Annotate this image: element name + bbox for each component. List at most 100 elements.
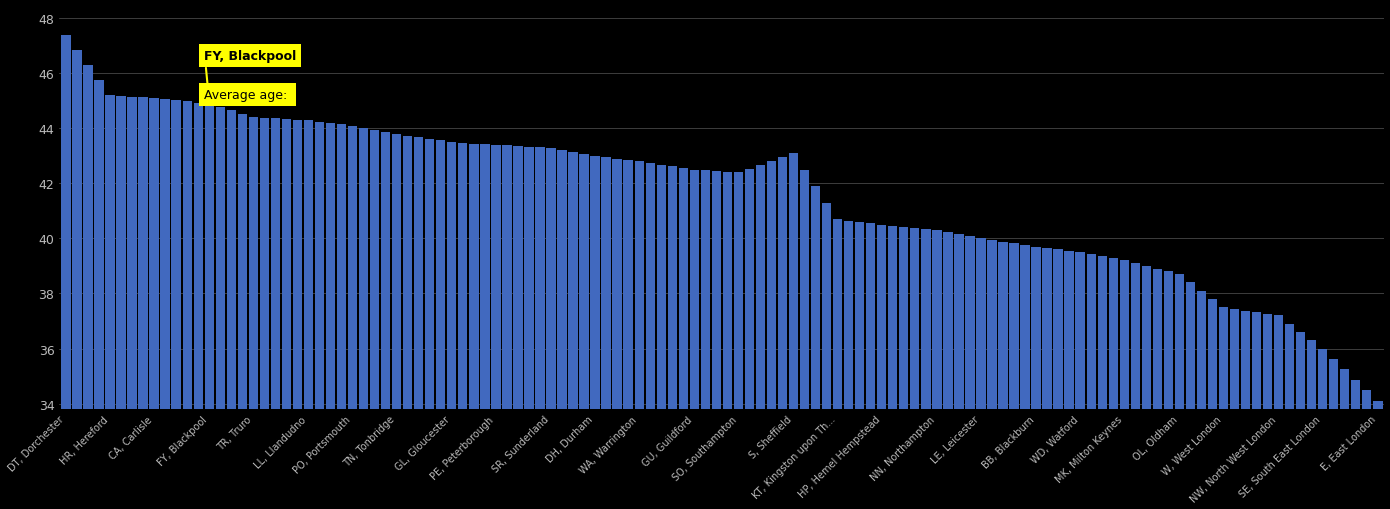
Bar: [569, 153, 578, 509]
Bar: [613, 159, 621, 509]
Bar: [855, 222, 865, 509]
Bar: [336, 125, 346, 509]
Bar: [1329, 359, 1339, 509]
Bar: [271, 119, 279, 509]
Text: FY, Blackpool: FY, Blackpool: [204, 50, 296, 63]
Bar: [381, 132, 391, 509]
Bar: [756, 165, 765, 509]
Bar: [734, 173, 744, 509]
Bar: [778, 158, 787, 509]
Bar: [370, 130, 379, 509]
Bar: [304, 121, 313, 509]
Bar: [436, 141, 445, 509]
Bar: [1119, 261, 1129, 509]
Bar: [833, 220, 842, 509]
Bar: [535, 148, 545, 509]
Bar: [1295, 332, 1305, 509]
Bar: [260, 119, 270, 509]
Text: Average age:: Average age:: [204, 89, 291, 102]
Bar: [182, 102, 192, 509]
Bar: [502, 146, 512, 509]
Bar: [359, 128, 368, 509]
Bar: [491, 146, 500, 509]
Bar: [1152, 269, 1162, 509]
Bar: [524, 147, 534, 509]
Bar: [249, 118, 259, 509]
Bar: [1076, 252, 1084, 509]
Bar: [1219, 307, 1229, 509]
Bar: [767, 161, 776, 509]
Bar: [1284, 324, 1294, 509]
Bar: [150, 99, 158, 509]
Bar: [1163, 272, 1173, 509]
Bar: [1241, 311, 1250, 509]
Bar: [1340, 370, 1350, 509]
Bar: [193, 103, 203, 509]
Bar: [83, 66, 93, 509]
Bar: [656, 165, 666, 509]
Bar: [987, 241, 997, 509]
Bar: [1020, 245, 1030, 509]
Bar: [1175, 275, 1184, 509]
Bar: [1362, 390, 1372, 509]
Bar: [1042, 248, 1052, 509]
Bar: [954, 235, 963, 509]
Bar: [1087, 255, 1095, 509]
Bar: [976, 239, 986, 509]
Bar: [1264, 314, 1272, 509]
Bar: [1098, 257, 1106, 509]
Bar: [448, 143, 456, 509]
Bar: [282, 120, 291, 509]
Bar: [61, 36, 71, 509]
Bar: [922, 230, 930, 509]
Bar: [95, 81, 104, 509]
Bar: [667, 167, 677, 509]
Bar: [171, 101, 181, 509]
Bar: [1065, 251, 1074, 509]
Bar: [425, 139, 435, 509]
Bar: [821, 203, 831, 509]
Bar: [106, 96, 115, 509]
Bar: [933, 231, 941, 509]
Bar: [602, 158, 610, 509]
Bar: [580, 155, 589, 509]
Bar: [790, 154, 798, 509]
Bar: [1307, 341, 1316, 509]
Bar: [745, 169, 755, 509]
Bar: [557, 150, 567, 509]
Bar: [1351, 380, 1361, 509]
Bar: [238, 115, 247, 509]
Bar: [314, 122, 324, 509]
Bar: [799, 171, 809, 509]
Bar: [128, 98, 136, 509]
Bar: [877, 225, 887, 509]
Bar: [348, 126, 357, 509]
Bar: [944, 233, 952, 509]
Bar: [470, 144, 478, 509]
Bar: [591, 157, 599, 509]
Bar: [513, 147, 523, 509]
Bar: [998, 242, 1008, 509]
Bar: [689, 171, 699, 509]
Bar: [1009, 244, 1019, 509]
Bar: [723, 173, 733, 509]
Bar: [1186, 283, 1195, 509]
Bar: [1208, 299, 1218, 509]
Bar: [293, 120, 302, 509]
Bar: [227, 111, 236, 509]
Bar: [117, 97, 125, 509]
Bar: [899, 228, 909, 509]
Bar: [459, 144, 467, 509]
Bar: [546, 148, 556, 509]
Bar: [1031, 247, 1041, 509]
Bar: [215, 108, 225, 509]
Bar: [888, 227, 898, 509]
Bar: [1130, 264, 1140, 509]
Bar: [1230, 309, 1240, 509]
Bar: [624, 161, 632, 509]
Bar: [1054, 250, 1063, 509]
Bar: [480, 145, 489, 509]
Bar: [139, 98, 147, 509]
Bar: [645, 164, 655, 509]
Bar: [204, 104, 214, 509]
